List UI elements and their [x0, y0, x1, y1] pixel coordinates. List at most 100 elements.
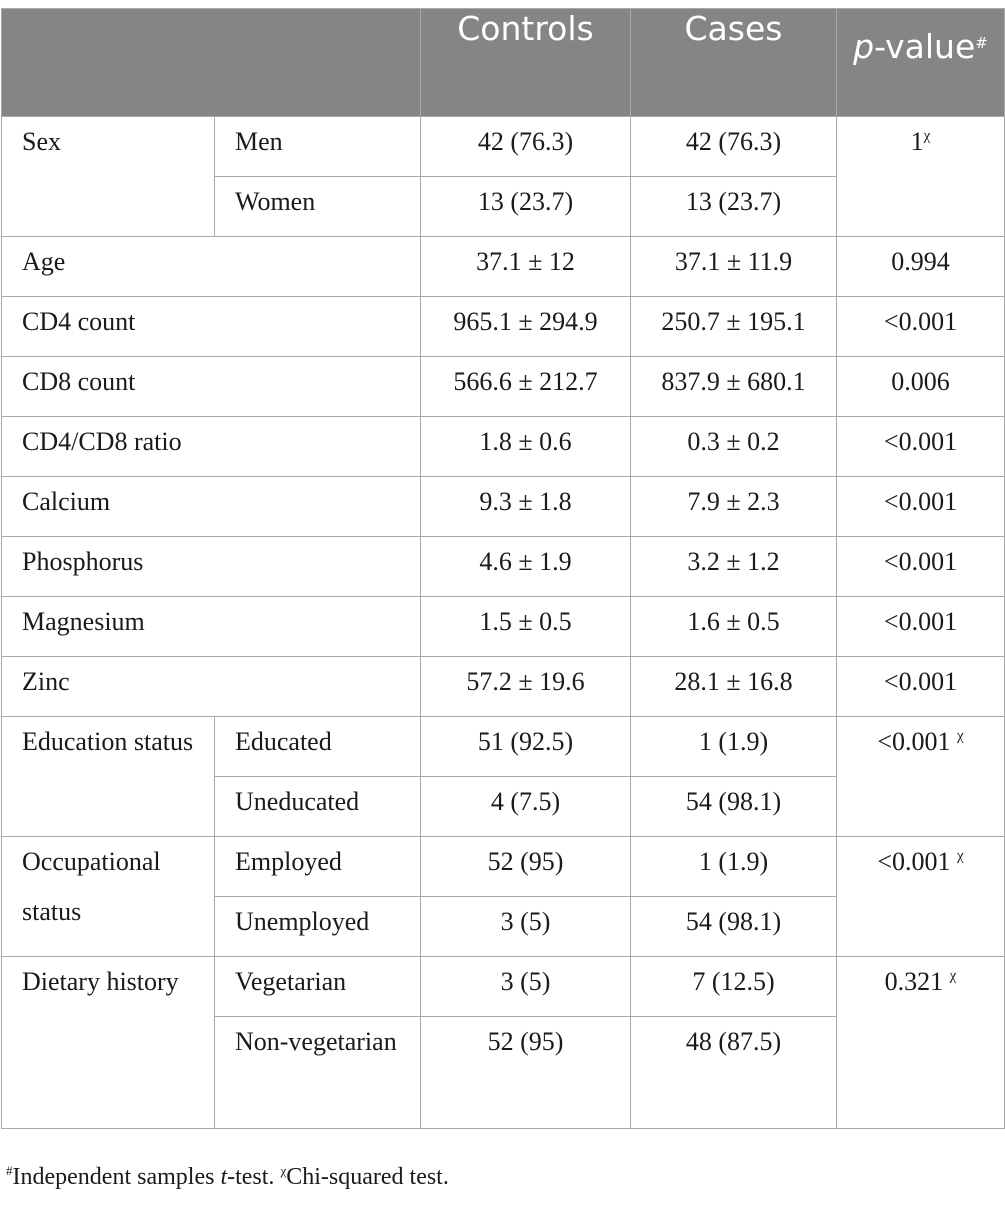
table-row: Zinc 57.2 ± 19.6 28.1 ± 16.8 <0.001	[1, 656, 1005, 717]
cases-cell: 1 (1.9)	[630, 716, 837, 777]
sub-label: Unemployed	[214, 896, 421, 957]
chi-sup: χ	[923, 128, 931, 144]
footnote-text-1: Independent samples	[12, 1164, 221, 1190]
table-row: Sex Men 42 (76.3) 42 (76.3) 1χ	[1, 116, 1005, 237]
p-value-cell: 0.994	[836, 236, 1005, 297]
table-row: CD8 count 566.6 ± 212.7 837.9 ± 680.1 0.…	[1, 356, 1005, 417]
sub-label: Men	[214, 116, 421, 177]
header-p-value: p-value#	[836, 8, 1005, 117]
group-label-occupation: Occupational status	[1, 836, 215, 957]
row-label: CD4/CD8 ratio	[1, 416, 421, 477]
controls-cell: 1.5 ± 0.5	[420, 596, 631, 657]
footnote-t-italic: t	[220, 1164, 228, 1190]
header-p-sup: #	[975, 34, 988, 52]
table-row: Women 13 (23.7) 13 (23.7)	[2, 176, 1005, 237]
row-label: Age	[1, 236, 421, 297]
cases-cell: 54 (98.1)	[630, 896, 837, 957]
controls-cell: 52 (95)	[420, 1016, 631, 1129]
group-label-education: Education status	[1, 716, 215, 837]
group-label-sex: Sex	[1, 116, 215, 237]
cases-cell: 3.2 ± 1.2	[630, 536, 837, 597]
p-value-cell: 0.006	[836, 356, 1005, 417]
p-value-cell: <0.001	[836, 416, 1005, 477]
cases-cell: 0.3 ± 0.2	[630, 416, 837, 477]
p-value-text: <0.001	[877, 847, 957, 876]
header-cases: Cases	[630, 8, 837, 117]
footnote-text-2: -test.	[227, 1164, 281, 1190]
header-p-letter: p	[853, 27, 875, 66]
table-header: Controls Cases p-value#	[1, 8, 1005, 117]
controls-cell: 42 (76.3)	[420, 116, 631, 177]
p-value-text: 0.321	[884, 967, 950, 996]
cases-cell: 1.6 ± 0.5	[630, 596, 837, 657]
header-p-dash: -value	[874, 27, 976, 66]
table-row: Education status Educated 51 (92.5) 1 (1…	[1, 716, 1005, 837]
controls-cell: 57.2 ± 19.6	[420, 656, 631, 717]
controls-cell: 3 (5)	[420, 896, 631, 957]
controls-cell: 13 (23.7)	[420, 176, 631, 237]
sub-label: Employed	[214, 836, 421, 897]
sub-label: Women	[214, 176, 421, 237]
table-row: Dietary history Vegetarian 3 (5) 7 (12.5…	[1, 956, 1005, 1129]
p-value-cell: <0.001	[836, 476, 1005, 537]
p-value-text: <0.001	[877, 727, 957, 756]
sub-label: Uneducated	[214, 776, 421, 837]
sub-label: Non-vegetarian	[214, 1016, 421, 1129]
chi-sup: χ	[949, 968, 957, 984]
footnote-chi-sup: χ	[280, 1163, 287, 1178]
controls-cell: 566.6 ± 212.7	[420, 356, 631, 417]
controls-cell: 9.3 ± 1.8	[420, 476, 631, 537]
p-value-text: 1	[910, 127, 924, 156]
cases-cell: 7 (12.5)	[630, 956, 837, 1017]
controls-cell: 4.6 ± 1.9	[420, 536, 631, 597]
row-label: Phosphorus	[1, 536, 421, 597]
table-row: Non-vegetarian 52 (95) 48 (87.5)	[2, 1016, 1005, 1129]
chi-sup: χ	[957, 728, 964, 744]
sub-label: Vegetarian	[214, 956, 421, 1017]
cases-cell: 250.7 ± 195.1	[630, 296, 837, 357]
controls-cell: 1.8 ± 0.6	[420, 416, 631, 477]
chi-sup: χ	[957, 848, 964, 864]
controls-cell: 37.1 ± 12	[420, 236, 631, 297]
table-row: Calcium 9.3 ± 1.8 7.9 ± 2.3 <0.001	[1, 476, 1005, 537]
row-label: Magnesium	[1, 596, 421, 657]
table-footnote: #Independent samples t-test. χChi-square…	[6, 1164, 449, 1191]
data-table: Controls Cases p-value# Sex Men 42 (76.3…	[1, 8, 1005, 1129]
p-value-cell: <0.001	[836, 296, 1005, 357]
cases-cell: 48 (87.5)	[630, 1016, 837, 1129]
row-label: CD4 count	[1, 296, 421, 357]
cases-cell: 837.9 ± 680.1	[630, 356, 837, 417]
row-label: Calcium	[1, 476, 421, 537]
table-row: CD4/CD8 ratio 1.8 ± 0.6 0.3 ± 0.2 <0.001	[1, 416, 1005, 477]
p-value-cell: <0.001	[836, 656, 1005, 717]
cases-cell: 42 (76.3)	[630, 116, 837, 177]
cases-cell: 13 (23.7)	[630, 176, 837, 237]
p-value-cell: 1χ	[836, 116, 1005, 237]
table-row: Phosphorus 4.6 ± 1.9 3.2 ± 1.2 <0.001	[1, 536, 1005, 597]
p-value-cell: <0.001 χ	[836, 836, 1005, 957]
p-value-cell: <0.001	[836, 596, 1005, 657]
cases-cell: 28.1 ± 16.8	[630, 656, 837, 717]
table-row: Magnesium 1.5 ± 0.5 1.6 ± 0.5 <0.001	[1, 596, 1005, 657]
header-controls: Controls	[420, 8, 631, 117]
footnote-text-3: Chi-squared test.	[286, 1164, 449, 1190]
table-row: CD4 count 965.1 ± 294.9 250.7 ± 195.1 <0…	[1, 296, 1005, 357]
p-value-cell: <0.001 χ	[836, 716, 1005, 837]
controls-cell: 4 (7.5)	[420, 776, 631, 837]
cases-cell: 37.1 ± 11.9	[630, 236, 837, 297]
controls-cell: 51 (92.5)	[420, 716, 631, 777]
p-value-cell: 0.321 χ	[836, 956, 1005, 1129]
table-row: Age 37.1 ± 12 37.1 ± 11.9 0.994	[1, 236, 1005, 297]
row-label: CD8 count	[1, 356, 421, 417]
footnote-hash-sup: #	[6, 1163, 13, 1178]
sub-label: Educated	[214, 716, 421, 777]
header-empty-cell	[1, 8, 421, 117]
cases-cell: 1 (1.9)	[630, 836, 837, 897]
group-label-diet: Dietary history	[1, 956, 215, 1129]
row-label: Zinc	[1, 656, 421, 717]
table-body: Sex Men 42 (76.3) 42 (76.3) 1χ Women 13 …	[1, 116, 1005, 1129]
header-row: Controls Cases p-value#	[1, 8, 1005, 117]
p-value-cell: <0.001	[836, 536, 1005, 597]
controls-cell: 965.1 ± 294.9	[420, 296, 631, 357]
cases-cell: 54 (98.1)	[630, 776, 837, 837]
